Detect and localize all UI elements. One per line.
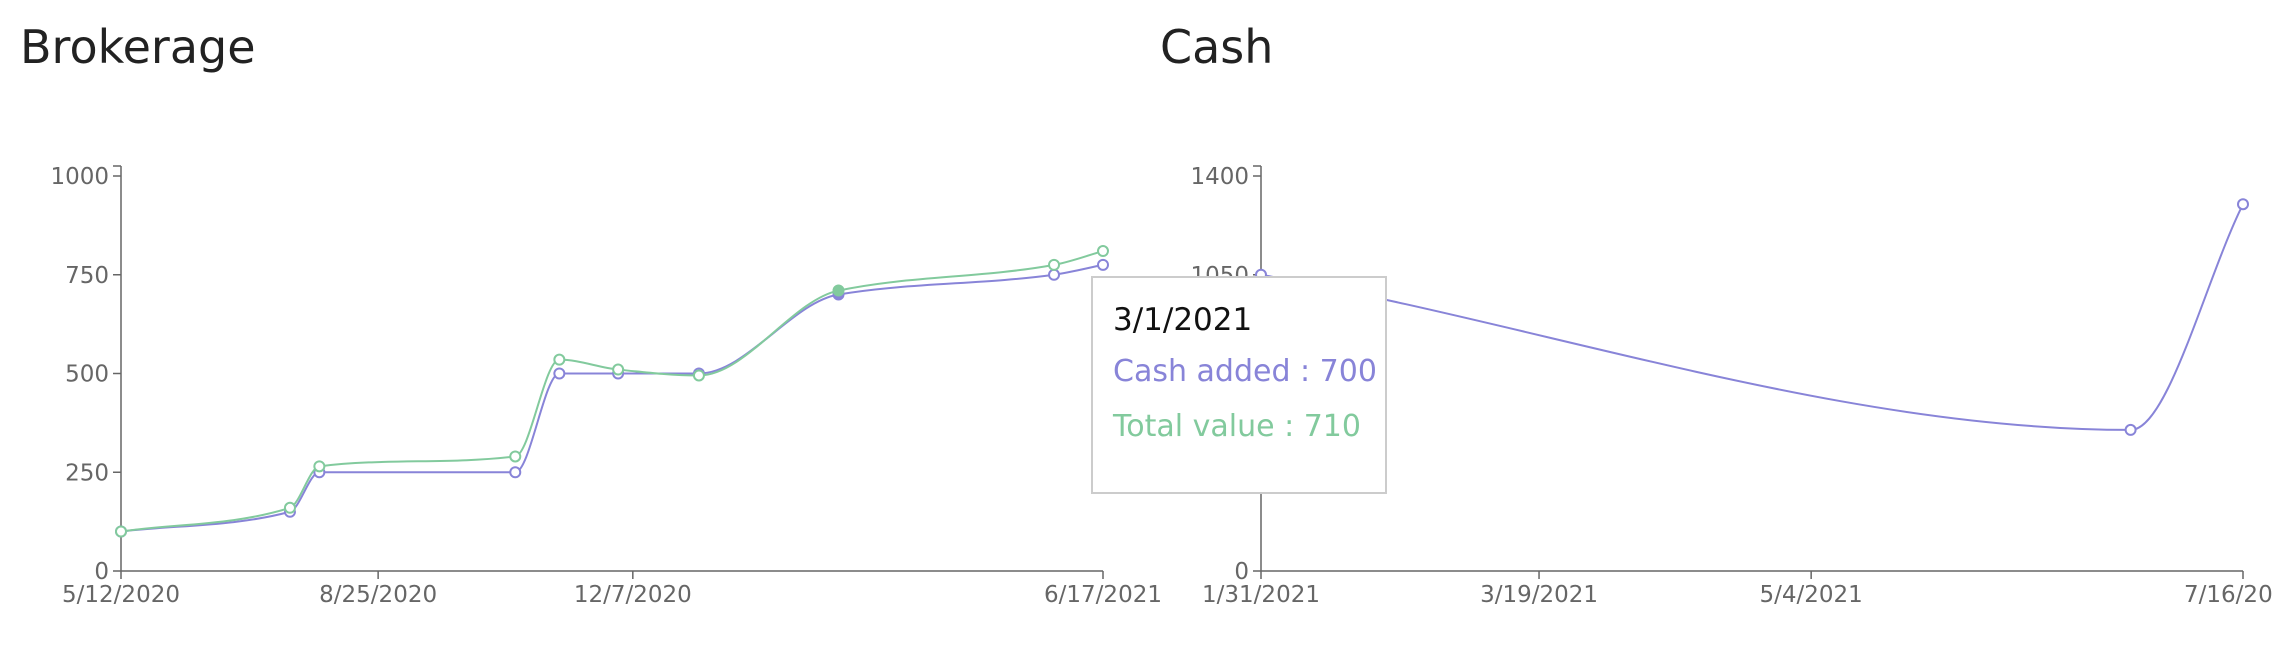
brokerage-data-point-total-value[interactable] [1048,258,1061,271]
brokerage-data-point-total-value[interactable] [283,501,296,514]
brokerage-x-tick-label: 5/12/2020 [62,582,180,608]
chart-tooltip: 3/1/2021 Cash added : 700 Total value : … [1091,276,1387,494]
brokerage-data-point-total-value[interactable] [115,525,127,538]
brokerage-data-point-cash-added[interactable] [1048,268,1061,281]
brokerage-data-point-total-value[interactable] [553,353,566,366]
brokerage-data-point-total-value[interactable] [1097,245,1109,258]
tooltip-label: 3/1/2021 [1113,302,1253,338]
brokerage-data-point-total-value[interactable] [832,284,845,297]
brokerage-data-point-total-value[interactable] [692,369,705,382]
cash-series-line-cash-added [1260,203,2244,431]
brokerage-panel: Brokerage 0 250 500 750 1000 5/12/2020 8/25/20… [0,0,1162,662]
brokerage-x-tick-label: 12/7/2020 [574,582,692,608]
brokerage-y-tick-label: 750 [65,263,109,289]
cash-data-point-cash-added[interactable] [2237,198,2249,211]
cash-x-tick-label: 1/31/2021 [1202,582,1320,608]
cash-data-point-cash-added[interactable] [2124,423,2137,436]
tooltip-total-value: Total value : 710 [1113,409,1361,444]
brokerage-data-point-cash-added[interactable] [1097,258,1109,271]
brokerage-title: Brokerage [20,20,256,74]
brokerage-data-point-total-value[interactable] [313,460,326,473]
cash-panel: Cash 0105014001/31/20213/19/20215/4/2021… [1150,0,2272,662]
brokerage-series-line-cash-added [120,263,1104,533]
cash-y-tick-label: 0 [1234,559,1249,585]
brokerage-chart: 0 250 500 750 1000 5/12/2020 8/25/2020 12/7/202… [50,164,1162,608]
brokerage-y-tick-label: 250 [65,460,109,486]
brokerage-x-tick-label: 6/17/2021 [1044,582,1162,608]
brokerage-y-tick-label: 500 [65,362,109,388]
cash-x-tick-label: 5/4/2021 [1760,582,1863,608]
tooltip-cash-added: Cash added : 700 [1113,354,1377,389]
cash-y-tick-label: 1400 [1190,164,1249,190]
cash-x-tick-label: 7/16/2021 [2184,582,2272,608]
brokerage-data-point-cash-added[interactable] [509,466,522,479]
cash-title: Cash [1160,20,1274,74]
brokerage-y-tick-label: 1000 [50,164,109,190]
cash-chart: 0105014001/31/20213/19/20215/4/20217/16/… [1190,164,2272,608]
brokerage-data-point-total-value[interactable] [612,363,625,376]
brokerage-data-point-total-value[interactable] [509,450,522,463]
brokerage-series-line-total-value [120,250,1104,533]
brokerage-data-point-cash-added[interactable] [553,367,566,380]
cash-x-tick-label: 3/19/2021 [1480,582,1598,608]
brokerage-x-tick-label: 8/25/2020 [319,582,437,608]
brokerage-y-tick-label: 0 [94,559,109,585]
